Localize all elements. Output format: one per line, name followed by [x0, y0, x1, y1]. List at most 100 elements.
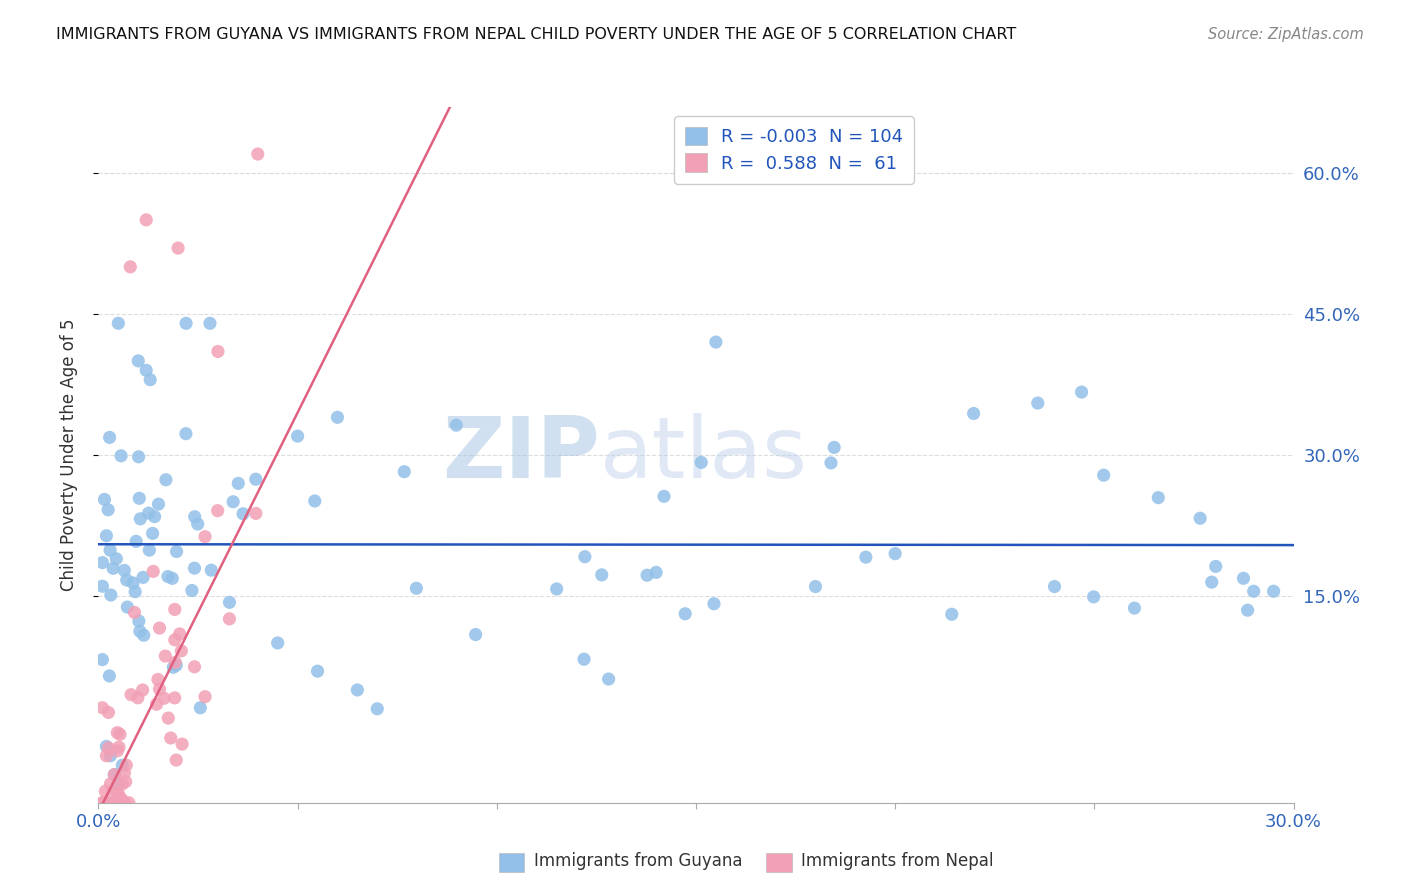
- Point: [103, 767, 125, 781]
- Point: [446, 418, 468, 433]
- Point: [820, 456, 842, 470]
- Point: [111, 777, 134, 791]
- Point: [91, 579, 114, 593]
- Point: [183, 509, 205, 524]
- Point: [170, 644, 193, 658]
- Point: [200, 563, 222, 577]
- Point: [115, 573, 138, 587]
- Point: [108, 727, 131, 741]
- Point: [167, 241, 190, 255]
- Point: [97, 796, 120, 810]
- Point: [128, 614, 150, 628]
- Point: [804, 580, 827, 594]
- Point: [183, 561, 205, 575]
- Point: [120, 260, 142, 274]
- Point: [156, 569, 179, 583]
- Point: [166, 544, 188, 558]
- Point: [111, 758, 134, 772]
- Point: [100, 588, 122, 602]
- Point: [645, 566, 668, 580]
- Point: [1043, 580, 1066, 594]
- Point: [591, 567, 613, 582]
- Point: [103, 767, 125, 781]
- Point: [1092, 468, 1115, 483]
- Point: [165, 656, 187, 670]
- Point: [94, 784, 117, 798]
- Point: [91, 652, 114, 666]
- Point: [96, 529, 118, 543]
- Point: [1026, 396, 1049, 410]
- Point: [169, 627, 191, 641]
- Text: ZIP: ZIP: [443, 413, 600, 497]
- Point: [107, 777, 129, 791]
- Point: [112, 766, 135, 780]
- Point: [162, 571, 184, 585]
- Point: [165, 658, 187, 673]
- Point: [155, 473, 177, 487]
- Point: [153, 691, 176, 706]
- Point: [304, 494, 326, 508]
- Point: [114, 796, 136, 810]
- Text: Immigrants from Nepal: Immigrants from Nepal: [801, 852, 994, 870]
- Point: [98, 430, 121, 444]
- Y-axis label: Child Poverty Under the Age of 5: Child Poverty Under the Age of 5: [59, 318, 77, 591]
- Point: [112, 796, 135, 810]
- Point: [91, 796, 114, 810]
- Point: [124, 606, 146, 620]
- Point: [135, 363, 157, 377]
- Point: [138, 506, 160, 520]
- Point: [572, 652, 595, 666]
- Point: [91, 556, 114, 570]
- Point: [162, 660, 184, 674]
- Point: [96, 739, 118, 754]
- Point: [180, 583, 202, 598]
- Point: [226, 476, 249, 491]
- Point: [91, 700, 114, 714]
- Point: [157, 711, 180, 725]
- Point: [110, 449, 132, 463]
- Point: [98, 669, 121, 683]
- Point: [704, 335, 727, 350]
- Point: [128, 624, 150, 639]
- Point: [267, 636, 290, 650]
- Point: [107, 786, 129, 800]
- Point: [103, 561, 125, 575]
- Point: [1243, 584, 1265, 599]
- Point: [194, 690, 217, 704]
- Point: [598, 672, 620, 686]
- Point: [135, 212, 157, 227]
- Point: [218, 612, 240, 626]
- Point: [174, 316, 197, 330]
- Point: [155, 648, 177, 663]
- Point: [174, 426, 197, 441]
- Point: [1083, 590, 1105, 604]
- Point: [120, 688, 142, 702]
- Point: [855, 550, 877, 565]
- Point: [97, 706, 120, 720]
- Point: [91, 796, 114, 810]
- Point: [163, 632, 186, 647]
- Point: [139, 373, 162, 387]
- Point: [194, 530, 217, 544]
- Point: [100, 777, 122, 791]
- Point: [307, 664, 329, 678]
- Point: [143, 509, 166, 524]
- Point: [1189, 511, 1212, 525]
- Point: [652, 489, 675, 503]
- Point: [218, 595, 240, 609]
- Point: [98, 543, 121, 558]
- Point: [93, 492, 115, 507]
- Point: [1070, 385, 1092, 400]
- Point: [124, 584, 146, 599]
- Point: [1205, 559, 1227, 574]
- Text: Immigrants from Guyana: Immigrants from Guyana: [534, 852, 742, 870]
- Point: [464, 627, 486, 641]
- Point: [163, 602, 186, 616]
- Point: [105, 551, 128, 566]
- Text: IMMIGRANTS FROM GUYANA VS IMMIGRANTS FROM NEPAL CHILD POVERTY UNDER THE AGE OF 5: IMMIGRANTS FROM GUYANA VS IMMIGRANTS FRO…: [56, 27, 1017, 42]
- Point: [207, 504, 229, 518]
- Point: [145, 698, 167, 712]
- Point: [93, 796, 115, 810]
- Point: [97, 740, 120, 755]
- Point: [690, 455, 713, 469]
